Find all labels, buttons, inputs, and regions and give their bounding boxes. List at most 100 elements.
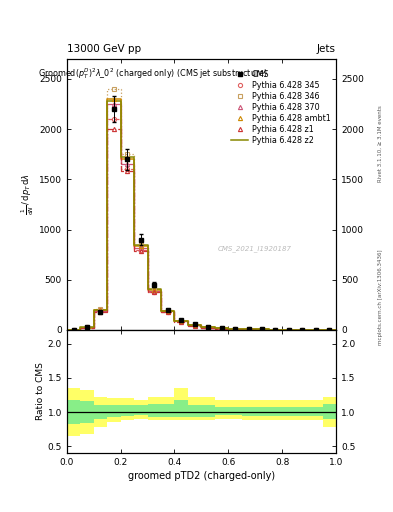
Pythia 6.428 z1 [138,247,143,253]
Pythia 6.428 z1 [165,309,170,315]
Pythia 6.428 ambt1 [71,327,76,333]
CMS [84,324,89,330]
Pythia 6.428 ambt1 [300,327,305,333]
Pythia 6.428 346 [84,324,89,330]
Pythia 6.428 345 [246,326,251,332]
Pythia 6.428 345 [219,326,224,332]
Line: CMS: CMS [71,106,332,332]
X-axis label: groomed pTD2 (charged-only): groomed pTD2 (charged-only) [128,471,275,481]
Pythia 6.428 ambt1 [84,325,89,331]
Pythia 6.428 370 [138,245,143,251]
Pythia 6.428 346 [98,306,103,312]
Pythia 6.428 346 [138,242,143,248]
Pythia 6.428 346 [286,327,291,333]
CMS [112,106,116,112]
Pythia 6.428 ambt1 [98,307,103,313]
Pythia 6.428 z1 [300,327,305,333]
Pythia 6.428 345 [192,323,197,329]
Pythia 6.428 z1 [233,326,237,332]
Pythia 6.428 346 [233,326,237,332]
Pythia 6.428 346 [300,327,305,333]
Pythia 6.428 ambt1 [152,287,157,293]
Pythia 6.428 346 [125,151,130,157]
Pythia 6.428 345 [314,327,318,333]
Pythia 6.428 z1 [260,327,264,333]
Pythia 6.428 345 [98,307,103,313]
Pythia 6.428 ambt1 [246,326,251,332]
Pythia 6.428 346 [327,327,332,333]
Pythia 6.428 z1 [179,318,184,325]
CMS [152,282,157,288]
Pythia 6.428 370 [260,327,264,333]
Pythia 6.428 z1 [152,289,157,295]
Pythia 6.428 ambt1 [219,325,224,331]
Line: Pythia 6.428 370: Pythia 6.428 370 [72,102,331,332]
Text: Jets: Jets [317,44,336,54]
Y-axis label: $\frac{1}{\mathrm{d}N}\,/\,\mathrm{d}p_T\,\mathrm{d}\lambda$: $\frac{1}{\mathrm{d}N}\,/\,\mathrm{d}p_T… [20,174,36,216]
Pythia 6.428 345 [286,327,291,333]
CMS [233,326,237,332]
Pythia 6.428 345 [179,318,184,325]
Pythia 6.428 346 [192,322,197,328]
Pythia 6.428 ambt1 [206,325,211,331]
CMS [165,307,170,313]
Pythia 6.428 345 [125,166,130,173]
Text: CMS_2021_I1920187: CMS_2021_I1920187 [218,245,292,252]
Pythia 6.428 370 [71,327,76,333]
CMS [179,317,184,323]
Pythia 6.428 z1 [206,325,211,331]
Pythia 6.428 370 [152,288,157,294]
Pythia 6.428 345 [300,327,305,333]
Pythia 6.428 z1 [125,168,130,175]
Pythia 6.428 z1 [84,325,89,331]
CMS [71,327,76,333]
Pythia 6.428 345 [152,289,157,295]
Pythia 6.428 345 [165,309,170,315]
Pythia 6.428 346 [314,327,318,333]
Pythia 6.428 370 [112,101,116,107]
Pythia 6.428 370 [286,327,291,333]
Pythia 6.428 370 [165,308,170,314]
Pythia 6.428 ambt1 [273,327,278,333]
Pythia 6.428 370 [125,161,130,167]
Legend: CMS, Pythia 6.428 345, Pythia 6.428 346, Pythia 6.428 370, Pythia 6.428 ambt1, P: CMS, Pythia 6.428 345, Pythia 6.428 346,… [229,68,332,146]
Pythia 6.428 ambt1 [138,243,143,249]
Pythia 6.428 z1 [246,326,251,332]
Pythia 6.428 345 [71,327,76,333]
Pythia 6.428 ambt1 [286,327,291,333]
Pythia 6.428 370 [219,325,224,331]
Pythia 6.428 ambt1 [233,326,237,332]
Pythia 6.428 z1 [71,327,76,333]
Pythia 6.428 370 [192,322,197,328]
Pythia 6.428 346 [219,325,224,331]
CMS [286,327,291,333]
Pythia 6.428 z1 [192,323,197,329]
Pythia 6.428 345 [138,247,143,253]
Pythia 6.428 346 [273,327,278,333]
CMS [300,327,305,333]
Pythia 6.428 370 [300,327,305,333]
Pythia 6.428 370 [314,327,318,333]
Pythia 6.428 345 [327,327,332,333]
Pythia 6.428 370 [327,327,332,333]
Pythia 6.428 346 [246,326,251,332]
Pythia 6.428 346 [71,327,76,333]
CMS [192,321,197,327]
Pythia 6.428 ambt1 [179,318,184,324]
Pythia 6.428 370 [179,318,184,324]
Line: Pythia 6.428 346: Pythia 6.428 346 [72,87,331,332]
CMS [273,327,278,333]
Pythia 6.428 346 [165,307,170,313]
Pythia 6.428 346 [206,324,211,330]
Pythia 6.428 z1 [286,327,291,333]
Pythia 6.428 370 [273,327,278,333]
CMS [260,326,264,332]
Line: Pythia 6.428 z1: Pythia 6.428 z1 [72,127,331,332]
Line: Pythia 6.428 ambt1: Pythia 6.428 ambt1 [72,97,331,332]
Pythia 6.428 ambt1 [165,308,170,314]
Pythia 6.428 345 [206,325,211,331]
Pythia 6.428 z1 [327,327,332,333]
CMS [138,237,143,243]
Pythia 6.428 370 [98,308,103,314]
Pythia 6.428 z1 [273,327,278,333]
